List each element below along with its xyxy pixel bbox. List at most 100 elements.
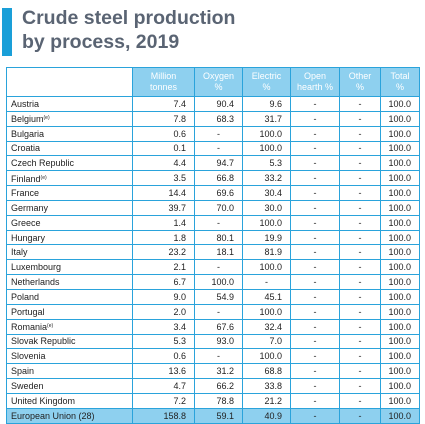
column-header: Open hearth % [290, 67, 340, 97]
total-value-cell: 59.1 [194, 407, 243, 424]
value-cell: 94.7 [194, 155, 243, 172]
country-cell: Finland(e) [6, 170, 133, 187]
country-name: Bulgaria [11, 128, 45, 139]
value-cell: 100.0 [380, 185, 420, 201]
column-header: Other% [339, 67, 381, 97]
value-cell: 100.0 [380, 274, 420, 290]
country-cell: Spain [6, 363, 133, 380]
value-cell: - [290, 229, 340, 246]
value-cell: - [339, 170, 381, 187]
value-cell: - [194, 259, 243, 276]
country-name: Hungary [11, 232, 46, 243]
country-cell: Luxembourg [6, 259, 133, 276]
total-value-cell: 100.0 [380, 407, 420, 424]
country-cell: Slovak Republic [6, 333, 133, 350]
value-cell: - [290, 96, 340, 112]
value-cell: 100.0 [380, 199, 420, 216]
total-value-cell: 158.8 [132, 407, 195, 424]
value-cell: 31.2 [194, 363, 243, 380]
table-row: Romania(e) 3.4 67.6 32.4- -100.0 [6, 318, 420, 335]
country-cell: United Kingdom [6, 392, 133, 409]
value-cell: - [339, 244, 381, 261]
value-cell: - [290, 392, 340, 409]
country-name: Spain [11, 366, 35, 377]
value-cell: 0.1 [132, 140, 195, 157]
estimate-note: (e) [40, 174, 47, 181]
value-cell: 18.1 [194, 244, 243, 261]
value-cell: - [290, 185, 340, 201]
table-row: Luxembourg 2.1-100.0- -100.0 [6, 259, 420, 276]
country-cell: Italy [6, 244, 133, 261]
value-cell: 45.1 [242, 288, 291, 305]
value-cell: 31.7 [242, 110, 291, 127]
value-cell: 100.0 [380, 96, 420, 112]
country-name: Sweden [11, 380, 44, 391]
page-title: Crude steel production by process, 2019 [22, 6, 235, 54]
total-row: European Union (28) 158.8 59.1 40.9 - - … [6, 407, 420, 424]
value-cell: - [194, 125, 243, 142]
value-cell: - [290, 303, 340, 320]
country-name: Romania [11, 322, 48, 333]
value-cell: - [339, 392, 381, 409]
value-cell: 13.6 [132, 363, 195, 380]
steel-production-table: Million tonnes Oxygen% Electric% Open hear… [6, 67, 420, 424]
table-row: Netherlands 6.7 100.0- - -100.0 [6, 274, 420, 290]
value-cell: 5.3 [132, 333, 195, 350]
column-header: Oxygen% [194, 67, 243, 97]
country-name: Poland [11, 291, 40, 302]
value-cell: - [339, 199, 381, 216]
value-cell: 70.0 [194, 199, 243, 216]
country-cell: Portugal [6, 303, 133, 320]
value-cell: 39.7 [132, 199, 195, 216]
value-cell: - [290, 288, 340, 305]
value-cell: 54.9 [194, 288, 243, 305]
value-cell: 3.5 [132, 170, 195, 187]
value-cell: 33.2 [242, 170, 291, 187]
value-cell: 100.0 [380, 125, 420, 142]
title-line-2: by process, 2019 [22, 31, 180, 53]
table-row: Hungary 1.8 80.1 19.9- -100.0 [6, 229, 420, 246]
value-cell: - [339, 333, 381, 350]
country-name: Portugal [11, 306, 45, 317]
value-cell: - [242, 274, 291, 290]
value-cell: 7.4 [132, 96, 195, 112]
country-name: Belgium [11, 114, 44, 125]
value-cell: - [290, 348, 340, 365]
value-cell: - [290, 140, 340, 157]
value-cell: 100.0 [380, 170, 420, 187]
country-name: Slovenia [11, 351, 46, 362]
value-cell: 100.0 [380, 110, 420, 127]
value-cell: - [339, 303, 381, 320]
value-cell: - [290, 333, 340, 350]
value-cell: 100.0 [380, 378, 420, 394]
value-cell: 30.0 [242, 199, 291, 216]
table-row: Croatia 0.1-100.0- -100.0 [6, 140, 420, 157]
value-cell: - [194, 303, 243, 320]
table-row: Austria 7.4 90.4 9.6- -100.0 [6, 96, 420, 112]
value-cell: 100.0 [380, 288, 420, 305]
value-cell: 19.9 [242, 229, 291, 246]
value-cell: - [339, 288, 381, 305]
value-cell: - [339, 259, 381, 276]
value-cell: - [290, 259, 340, 276]
value-cell: 100.0 [380, 259, 420, 276]
value-cell: 100.0 [242, 125, 291, 142]
value-cell: - [290, 214, 340, 231]
value-cell: 69.6 [194, 185, 243, 201]
estimate-note: (e) [43, 115, 50, 122]
title-line-1: Crude steel production [22, 7, 236, 29]
value-cell: 100.0 [380, 333, 420, 350]
value-cell: 4.4 [132, 155, 195, 172]
value-cell: 100.0 [242, 303, 291, 320]
value-cell: 21.2 [242, 392, 291, 409]
value-cell: - [339, 274, 381, 290]
table-row: United Kingdom 7.2 78.8 21.2- -100.0 [6, 392, 420, 409]
column-header: Electric% [242, 67, 291, 97]
value-cell: 100.0 [380, 214, 420, 231]
country-name: United Kingdom [11, 395, 76, 406]
table-row: Greece 1.4-100.0- -100.0 [6, 214, 420, 231]
estimate-note: (e) [47, 323, 54, 330]
value-cell: - [290, 274, 340, 290]
country-cell: Hungary [6, 229, 133, 246]
table-row: Czech Republic 4.4 94.7 5.3- -100.0 [6, 155, 420, 172]
